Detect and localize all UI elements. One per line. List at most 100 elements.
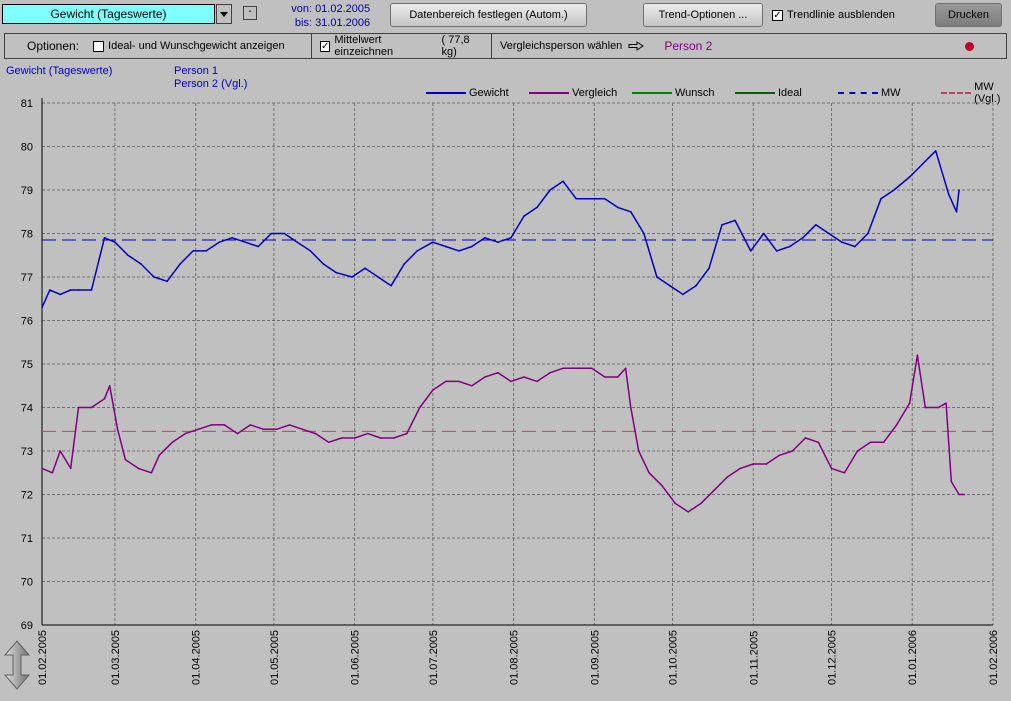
data-point [231,237,233,239]
data-point [536,380,538,383]
x-tick-label: 01.02.2005 [37,630,49,685]
data-point [416,250,418,252]
compare-person[interactable]: Person 2 [664,39,713,53]
data-range-button[interactable]: Datenbereich festlegen (Autom.) [390,3,587,27]
y-tick-label: 75 [21,359,33,371]
data-point [708,267,710,270]
view-select[interactable]: Gewicht (Tageswerte) [2,4,232,24]
data-point [458,380,460,383]
data-point [648,471,650,474]
data-point [880,197,882,200]
y-tick-label: 70 [21,577,33,589]
data-point [817,441,820,444]
data-point [778,454,781,457]
status-indicator-icon [965,41,974,51]
data-point [90,406,93,409]
data-point [549,189,551,191]
data-point [445,380,447,383]
data-point [661,485,663,487]
ideal-checkbox[interactable] [93,40,105,52]
mean-checkbox[interactable]: ✓ [320,40,331,52]
data-point [484,237,486,239]
data-point [103,398,106,400]
person2-label: Person 2 (Vgl.) [174,78,248,90]
data-point [856,450,859,452]
trend-options-button[interactable]: Trend-Optionen ... [643,3,763,27]
legend-label: Ideal [778,87,802,99]
data-point [523,376,525,378]
data-point [244,241,247,243]
data-point [90,289,93,291]
data-point [366,432,369,435]
up-down-arrows-icon[interactable] [3,640,31,690]
legend-swatch [426,92,466,94]
data-point [205,250,207,252]
data-point [669,284,671,287]
to-label: bis: [294,17,312,29]
y-tick-label: 80 [21,142,33,154]
data-point [283,232,286,235]
arrow-right-icon[interactable] [628,41,645,51]
data-point [392,437,395,439]
data-point [471,384,473,387]
data-point [51,471,54,474]
print-button[interactable]: Drucken [935,3,1002,27]
legend-label: Wunsch [675,87,715,99]
mean-label: Mittelwert einzeichnen [334,34,394,58]
data-point [624,367,627,370]
data-point [549,371,551,374]
trend-hide-checkbox[interactable]: ✓ [772,9,783,21]
data-point [695,284,697,287]
trend-hide-option[interactable]: ✓ Trendlinie ausblenden [772,9,895,21]
data-point [103,237,106,239]
data-point [656,276,658,278]
data-point [192,250,194,252]
data-point [682,293,684,296]
data-point [184,432,187,435]
data-point [950,480,953,483]
legend-swatch [632,92,672,94]
data-point [643,232,645,235]
data-point [335,271,338,274]
from-date: 01.02.2005 [315,3,371,15]
data-point [934,150,937,152]
legend-item-mw-vgl: MW (Vgl.) [941,81,1011,105]
dropdown-button[interactable] [216,4,232,24]
data-point [788,245,791,248]
data-point [69,289,72,291]
data-point [869,441,872,444]
data-point [617,376,619,378]
data-point [77,289,80,291]
data-point [726,476,729,478]
data-point [963,493,966,496]
data-point [815,224,817,226]
data-point [236,432,239,435]
data-point [575,197,577,200]
x-tick-label: 01.05.2005 [269,630,281,685]
y-tick-label: 76 [21,316,33,328]
minus-button[interactable]: - [243,6,257,20]
data-point [603,376,606,378]
y-tick-label: 71 [21,533,33,545]
to-date: 31.01.2006 [315,17,371,29]
series-line-gewicht [41,150,960,308]
y-tick-label: 79 [21,185,33,197]
data-point [916,354,919,357]
data-point [471,245,473,248]
x-tick-label: 01.01.2006 [907,630,919,685]
data-point [484,376,486,378]
legend-item-gewicht: Gewicht [426,81,529,105]
person-list: Person 1 Person 2 (Vgl.) [174,65,247,91]
data-point [218,241,220,243]
data-point [314,432,317,435]
data-point [828,232,830,235]
data-point [590,197,593,200]
data-point [418,406,421,409]
data-point [908,176,911,178]
y-tick-label: 78 [21,229,33,241]
x-tick-label: 01.12.2005 [826,630,838,685]
data-point [830,467,833,470]
data-point [867,232,869,235]
view-select-value[interactable]: Gewicht (Tageswerte) [2,4,215,24]
